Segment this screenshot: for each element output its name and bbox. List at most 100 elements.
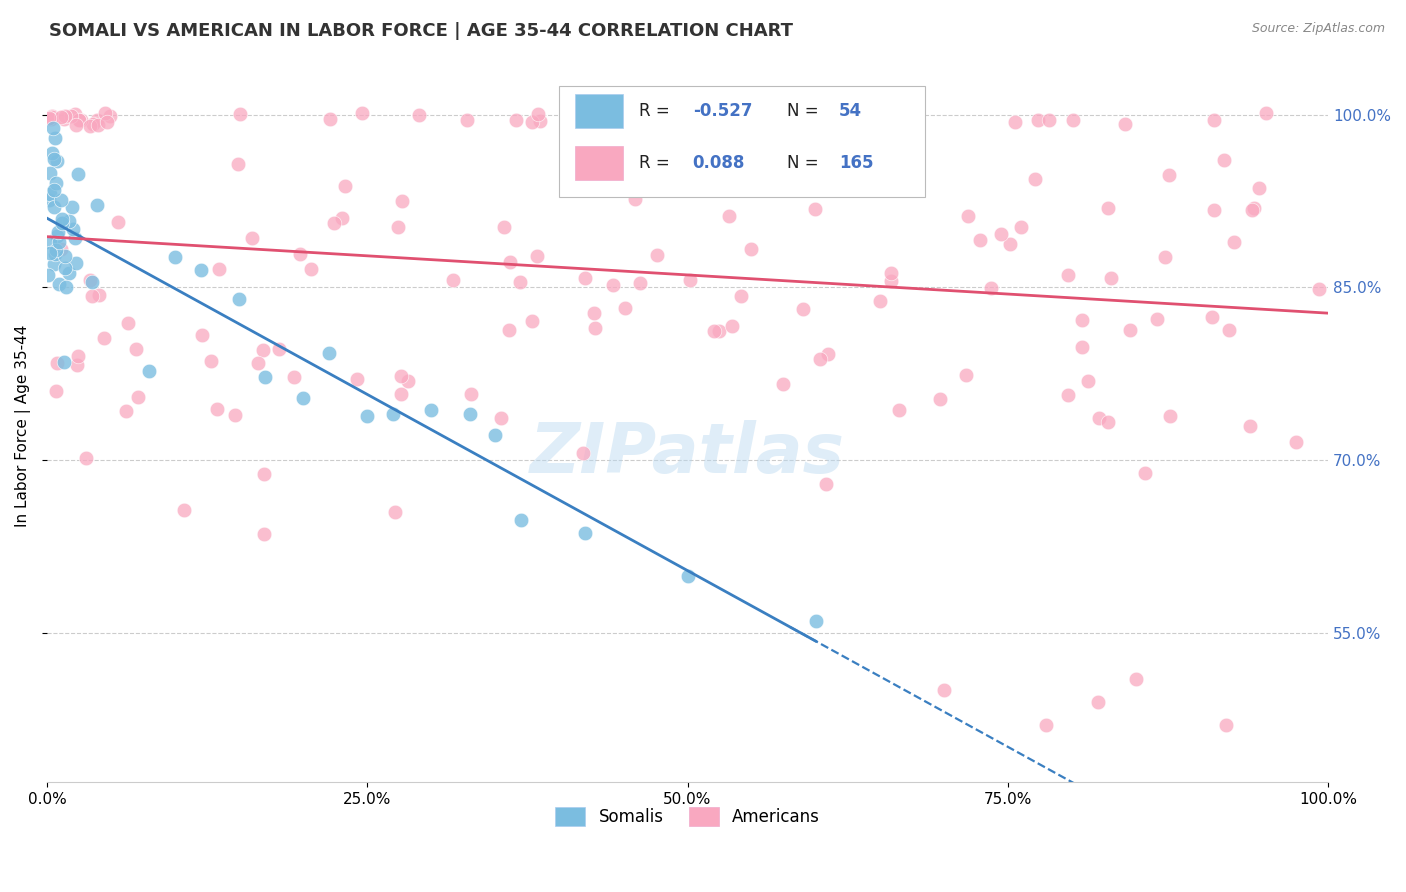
Point (1026, 113, 1049, 128)
Point (46, 356, 69, 370)
Point (200, 354, 222, 368)
Point (718, 117, 741, 131)
Point (58, 214, 80, 228)
Point (252, 467, 274, 482)
Point (520, 313, 543, 327)
Point (456, 112, 478, 127)
Point (623, 192, 645, 206)
Point (253, 527, 276, 541)
Point (79, 273, 101, 287)
Point (441, 273, 464, 287)
Point (520, 115, 543, 129)
Point (45, 243, 67, 257)
Point (1071, 313, 1094, 327)
Point (299, 262, 322, 277)
Point (1071, 340, 1094, 354)
Point (44, 246, 66, 260)
Point (1243, 201, 1265, 215)
Point (60, 109, 83, 123)
Point (384, 505, 406, 519)
Point (356, 409, 378, 423)
Point (932, 683, 955, 698)
Point (526, 249, 548, 263)
Point (1038, 113, 1060, 128)
Point (574, 271, 596, 285)
Point (165, 250, 187, 264)
Point (37, 268, 59, 283)
Point (269, 342, 291, 356)
Point (721, 318, 744, 333)
Point (1213, 153, 1236, 167)
Point (703, 324, 725, 338)
Point (381, 407, 404, 421)
Point (49, 242, 72, 256)
Point (205, 402, 228, 417)
Point (420, 402, 443, 417)
Point (808, 351, 831, 366)
Point (138, 364, 160, 378)
Point (42, 183, 65, 197)
Point (228, 292, 250, 306)
Point (408, 108, 430, 122)
Point (62, 222, 84, 236)
Text: N =: N = (787, 154, 824, 172)
Point (1133, 466, 1156, 480)
Point (44, 152, 66, 166)
Point (65, 119, 87, 133)
Point (648, 109, 671, 123)
Point (389, 369, 412, 384)
Point (804, 202, 827, 217)
Point (319, 112, 342, 127)
Point (39, 235, 62, 249)
Point (39, 245, 62, 260)
FancyBboxPatch shape (575, 146, 623, 180)
Point (41, 109, 63, 123)
Point (190, 263, 212, 277)
Point (1057, 268, 1080, 283)
Point (817, 347, 839, 361)
Point (1308, 282, 1330, 296)
Point (252, 343, 274, 357)
Point (49, 193, 72, 207)
Point (53, 112, 76, 126)
Text: 165: 165 (839, 154, 873, 172)
Point (1285, 435, 1308, 450)
Point (190, 327, 212, 342)
Point (41, 146, 63, 161)
Text: -0.527: -0.527 (693, 103, 752, 120)
Point (173, 503, 195, 517)
Point (45, 176, 67, 190)
Point (46, 153, 69, 168)
Point (46, 228, 69, 243)
Point (489, 410, 512, 425)
Point (346, 372, 368, 386)
Point (350, 106, 373, 120)
Point (115, 404, 138, 418)
Point (1201, 310, 1223, 325)
Point (780, 108, 803, 122)
Point (79, 119, 101, 133)
Point (1114, 117, 1136, 131)
Point (1159, 409, 1181, 423)
Point (63, 231, 86, 245)
Point (1157, 169, 1180, 183)
Point (1035, 718, 1057, 732)
Point (1146, 312, 1168, 326)
Point (969, 233, 991, 247)
Point (283, 370, 305, 384)
Point (318, 346, 340, 360)
Point (253, 369, 276, 384)
Point (583, 306, 606, 320)
Point (1154, 250, 1177, 264)
Point (39, 186, 62, 201)
Point (65, 256, 87, 270)
Point (1215, 718, 1237, 732)
Point (645, 248, 668, 262)
Point (679, 273, 702, 287)
Point (602, 277, 624, 292)
Point (583, 321, 606, 335)
Point (396, 375, 419, 389)
Point (75, 450, 97, 465)
Point (67, 113, 90, 128)
Text: ZIPatlas: ZIPatlas (530, 420, 845, 488)
